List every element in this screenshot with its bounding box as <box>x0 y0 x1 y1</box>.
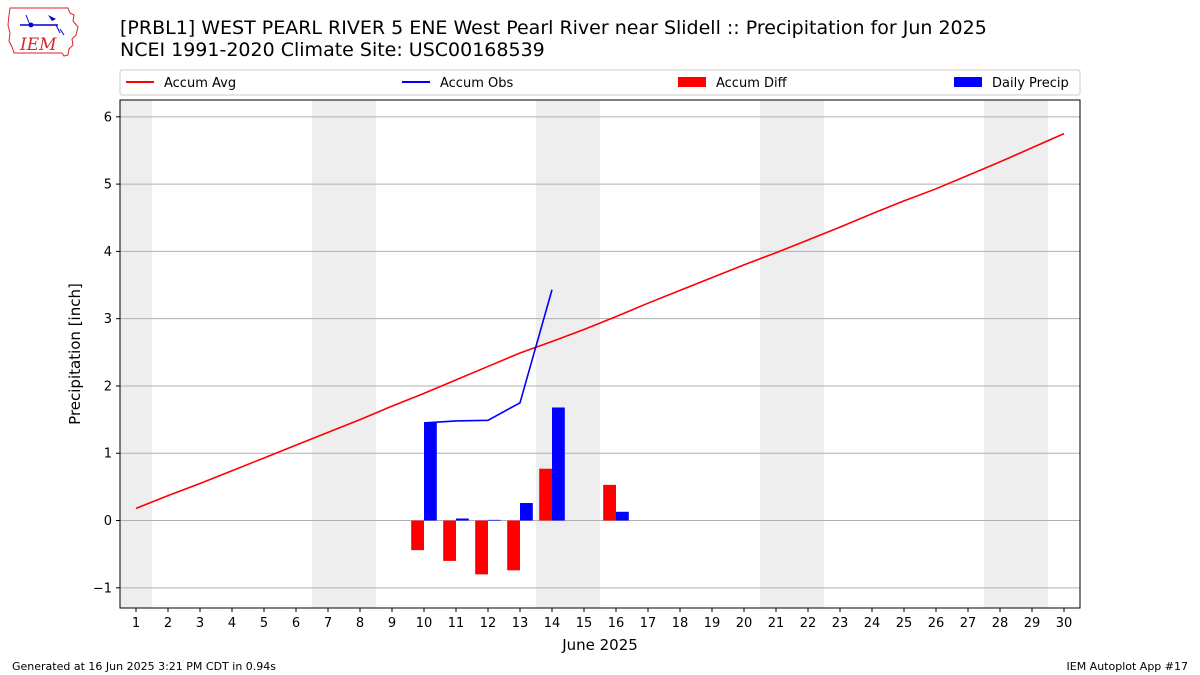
x-tick-label: 30 <box>1056 616 1073 631</box>
x-tick-label: 22 <box>800 616 817 631</box>
legend-swatch <box>678 77 706 87</box>
x-tick-label: 3 <box>196 616 204 631</box>
x-tick-label: 19 <box>704 616 721 631</box>
bar-daily-precip <box>488 519 501 521</box>
bar-accum-diff <box>443 520 456 561</box>
bars-layer <box>411 407 629 575</box>
x-axis-ticks: 1 2 3 4 5 6 7 8 9 10 11 12 13 14 15 16 17 18 19 20 21 22 23 24 2… <box>132 608 1072 631</box>
x-tick-label: 2 <box>164 616 172 631</box>
x-tick-label: 4 <box>228 616 236 631</box>
x-tick-label: 11 <box>448 616 465 631</box>
x-tick-label: 16 <box>608 616 625 631</box>
x-tick-label: 28 <box>992 616 1009 631</box>
y-tick-label: 5 <box>104 178 112 193</box>
x-tick-label: 27 <box>960 616 977 631</box>
x-tick-label: 8 <box>356 616 364 631</box>
footer-generated: Generated at 16 Jun 2025 3:21 PM CDT in … <box>12 660 277 673</box>
lines-layer <box>135 132 1065 510</box>
x-tick-label: 20 <box>736 616 753 631</box>
legend-label: Accum Obs <box>440 76 513 91</box>
line-accum-avg <box>135 132 1065 510</box>
legend-label: Accum Avg <box>164 76 236 91</box>
footer-app: IEM Autoplot App #17 <box>1066 660 1189 673</box>
legend-label: Daily Precip <box>992 76 1069 91</box>
bar-daily-precip <box>520 503 533 521</box>
legend-label: Accum Diff <box>716 76 788 91</box>
weekend-shading <box>120 100 1048 608</box>
legend: Accum Avg Accum Obs Accum Diff Daily Precip <box>119 69 1081 96</box>
y-tick-label: 3 <box>104 312 112 327</box>
bar-accum-diff <box>507 520 520 571</box>
bar-accum-diff <box>603 484 616 521</box>
bar-daily-precip <box>616 511 629 521</box>
line-accum-obs <box>423 289 553 424</box>
x-tick-label: 23 <box>832 616 849 631</box>
bar-accum-diff <box>411 520 424 551</box>
grid-lines <box>120 116 1080 589</box>
x-tick-label: 17 <box>640 616 657 631</box>
bar-accum-diff <box>475 520 488 575</box>
y-tick-label: 0 <box>104 514 112 529</box>
x-tick-label: 25 <box>896 616 913 631</box>
x-tick-label: 14 <box>544 616 561 631</box>
bar-daily-precip <box>552 407 565 521</box>
x-tick-label: 6 <box>292 616 300 631</box>
y-tick-label: 4 <box>104 245 112 260</box>
x-tick-label: 7 <box>324 616 332 631</box>
x-tick-label: 24 <box>864 616 881 631</box>
bar-daily-precip <box>424 422 437 521</box>
weekend-band-2 <box>536 100 600 608</box>
x-tick-label: 10 <box>416 616 433 631</box>
x-tick-label: 9 <box>388 616 396 631</box>
x-tick-label: 18 <box>672 616 689 631</box>
weekend-band-4 <box>984 100 1048 608</box>
legend-swatch <box>954 77 982 87</box>
x-tick-label: 13 <box>512 616 529 631</box>
logo-text: IEM <box>19 35 57 55</box>
y-axis-ticks: −1 0 1 2 3 4 5 6 <box>93 110 120 596</box>
weekend-band-1 <box>312 100 376 608</box>
weekend-band-0 <box>120 100 152 608</box>
y-axis-label: Precipitation [inch] <box>66 283 84 425</box>
chart-title: [PRBL1] WEST PEARL RIVER 5 ENE West Pear… <box>120 17 987 39</box>
x-tick-label: 12 <box>480 616 497 631</box>
x-tick-label: 15 <box>576 616 593 631</box>
x-tick-label: 1 <box>132 616 140 631</box>
x-tick-label: 21 <box>768 616 785 631</box>
y-tick-label: 2 <box>104 379 112 394</box>
bar-accum-diff <box>539 468 552 521</box>
iem-logo: IEM <box>6 5 82 63</box>
y-tick-label: 6 <box>104 110 112 125</box>
chart-subtitle: NCEI 1991-2020 Climate Site: USC00168539 <box>120 39 545 61</box>
x-axis-label: June 2025 <box>561 636 638 654</box>
bar-daily-precip <box>456 518 469 521</box>
y-tick-label: 1 <box>104 447 112 462</box>
x-tick-label: 26 <box>928 616 945 631</box>
plot-frame <box>119 99 1081 609</box>
weekend-band-3 <box>760 100 824 608</box>
x-tick-label: 29 <box>1024 616 1041 631</box>
y-tick-label: −1 <box>93 581 112 596</box>
x-tick-label: 5 <box>260 616 268 631</box>
